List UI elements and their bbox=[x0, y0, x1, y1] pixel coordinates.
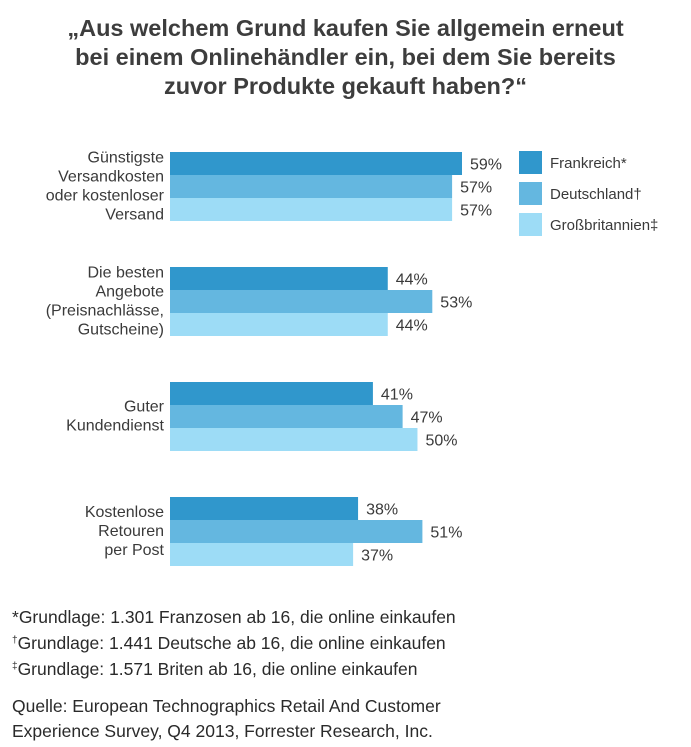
category-label: Die besten bbox=[88, 265, 165, 282]
bar bbox=[170, 290, 433, 313]
category-label: Günstigste bbox=[88, 150, 165, 167]
bar bbox=[170, 175, 453, 198]
category-label: Kundendienst bbox=[66, 418, 164, 435]
legend-label: Frankreich* bbox=[550, 155, 627, 172]
bar bbox=[170, 543, 354, 566]
data-label: 37% bbox=[361, 548, 393, 565]
legend-swatch bbox=[519, 182, 542, 205]
legend: Frankreich* Deutschland† Großbritannien‡ bbox=[519, 151, 658, 236]
legend-label: Großbritannien‡ bbox=[550, 217, 658, 234]
footnote-mark: * bbox=[12, 607, 19, 627]
footnote-text: Grundlage: 1.301 Franzosen ab 16, die on… bbox=[18, 607, 456, 627]
footnote-mark: † bbox=[12, 635, 18, 646]
category-label: Gutscheine) bbox=[78, 322, 164, 339]
footnote: ‡Grundlage: 1.571 Briten ab 16, die onli… bbox=[12, 655, 456, 681]
data-label: 38% bbox=[366, 502, 398, 519]
category-label: Versand bbox=[105, 207, 164, 224]
source-line: Quelle: European Technographics Retail A… bbox=[12, 696, 441, 716]
data-label: 53% bbox=[440, 295, 472, 312]
data-label: 47% bbox=[411, 410, 443, 427]
footnote-mark: ‡ bbox=[12, 661, 18, 672]
source-note: Quelle: European Technographics Retail A… bbox=[12, 694, 441, 744]
bar bbox=[170, 313, 388, 336]
bar-group: 59% 57% 57% 44% 53% 44% 41% 47% 50% 38% 51% 37% bbox=[170, 152, 502, 566]
bar bbox=[170, 267, 388, 290]
category-label: Angebote bbox=[95, 284, 164, 301]
category-labels: Günstigste Versandkosten oder kostenloser V… bbox=[46, 150, 165, 560]
bar bbox=[170, 382, 373, 405]
source-line: Experience Survey, Q4 2013, Forrester Re… bbox=[12, 721, 433, 741]
category-label: Guter bbox=[124, 399, 165, 416]
data-label: 50% bbox=[425, 433, 457, 450]
data-label: 57% bbox=[460, 203, 492, 220]
title-line: „Aus welchem Grund kaufen Sie allgemein … bbox=[67, 15, 624, 41]
bar-chart: 59% 57% 57% 44% 53% 44% 41% 47% 50% 38% 51% 37% Gün… bbox=[46, 150, 658, 566]
title-line: bei einem Onlinehändler ein, bei dem Sie… bbox=[75, 44, 616, 70]
category-label: oder kostenloser bbox=[46, 188, 165, 205]
data-label: 44% bbox=[396, 272, 428, 289]
data-label: 57% bbox=[460, 180, 492, 197]
legend-label: Deutschland† bbox=[550, 186, 642, 203]
data-label: 44% bbox=[396, 318, 428, 335]
bar bbox=[170, 152, 462, 175]
footnotes: *Grundlage: 1.301 Franzosen ab 16, die o… bbox=[12, 606, 456, 681]
footnote: *Grundlage: 1.301 Franzosen ab 16, die o… bbox=[12, 606, 456, 629]
footnote: †Grundlage: 1.441 Deutsche ab 16, die on… bbox=[12, 629, 456, 655]
bar bbox=[170, 405, 403, 428]
legend-swatch bbox=[519, 151, 542, 174]
footnote-text: Grundlage: 1.441 Deutsche ab 16, die onl… bbox=[17, 633, 446, 653]
bar bbox=[170, 198, 453, 221]
footnote-text: Grundlage: 1.571 Briten ab 16, die onlin… bbox=[17, 659, 418, 679]
data-label: 59% bbox=[470, 157, 502, 174]
category-label: Versandkosten bbox=[58, 169, 164, 186]
category-label: (Preisnachlässe, bbox=[46, 303, 164, 320]
category-label: Retouren bbox=[98, 523, 164, 540]
legend-swatch bbox=[519, 213, 542, 236]
chart-title: „Aus welchem Grund kaufen Sie allgemein … bbox=[0, 14, 691, 101]
bar bbox=[170, 428, 418, 451]
title-line: zuvor Produkte gekauft haben?“ bbox=[164, 73, 527, 99]
data-label: 51% bbox=[430, 525, 462, 542]
bar bbox=[170, 497, 359, 520]
category-label: per Post bbox=[104, 542, 164, 559]
bar bbox=[170, 520, 423, 543]
category-label: Kostenlose bbox=[85, 504, 164, 521]
data-label: 41% bbox=[381, 387, 413, 404]
